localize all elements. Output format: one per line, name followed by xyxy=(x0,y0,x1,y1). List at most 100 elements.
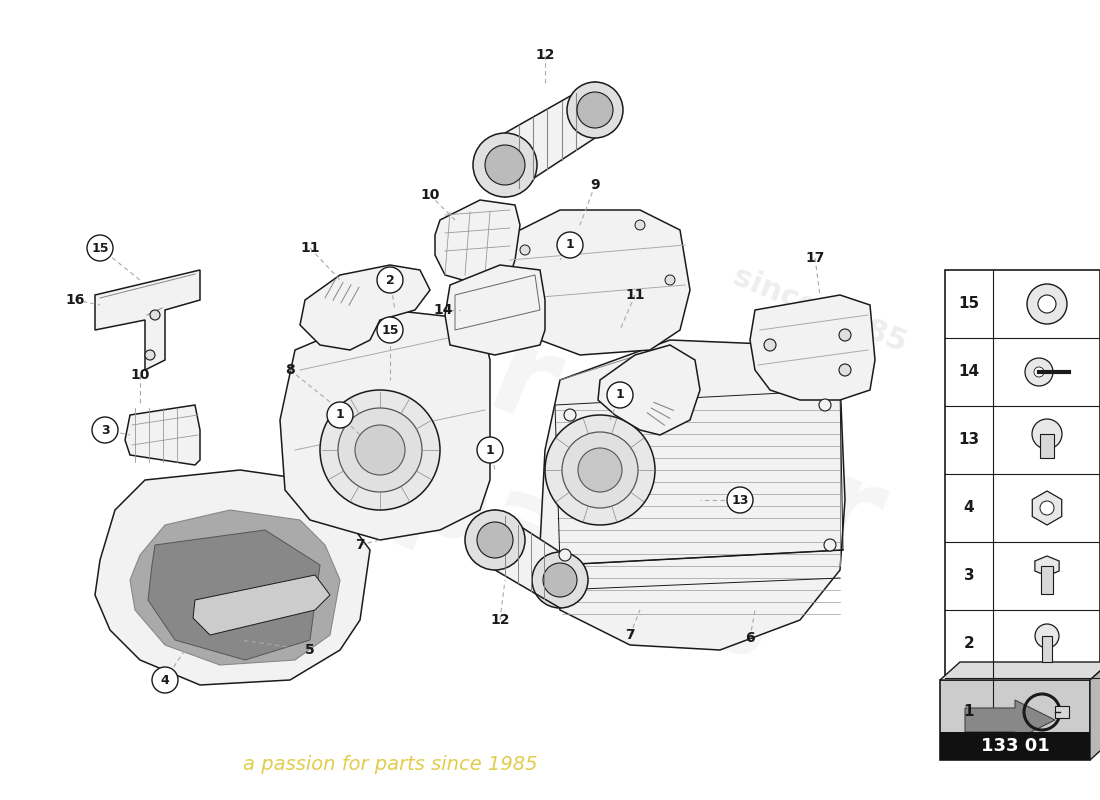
Text: 3: 3 xyxy=(964,569,975,583)
Circle shape xyxy=(635,220,645,230)
Text: 3: 3 xyxy=(101,423,109,437)
Circle shape xyxy=(1025,358,1053,386)
Text: euro car
spares: euro car spares xyxy=(260,250,900,710)
Text: 2: 2 xyxy=(386,274,395,286)
Polygon shape xyxy=(446,265,544,355)
Circle shape xyxy=(150,310,160,320)
Text: 13: 13 xyxy=(732,494,749,506)
Polygon shape xyxy=(280,310,490,540)
Polygon shape xyxy=(192,575,330,635)
Text: since 1985: since 1985 xyxy=(729,262,911,358)
Polygon shape xyxy=(598,345,700,435)
Circle shape xyxy=(544,415,654,525)
Polygon shape xyxy=(495,210,690,355)
Text: 1: 1 xyxy=(964,705,975,719)
Circle shape xyxy=(477,522,513,558)
Text: 6: 6 xyxy=(745,631,755,645)
Text: 1: 1 xyxy=(565,238,574,251)
Polygon shape xyxy=(1090,662,1100,760)
Polygon shape xyxy=(95,470,370,685)
Text: a passion for parts since 1985: a passion for parts since 1985 xyxy=(243,755,537,774)
Circle shape xyxy=(824,539,836,551)
Circle shape xyxy=(578,92,613,128)
Circle shape xyxy=(764,339,776,351)
Circle shape xyxy=(532,552,588,608)
Circle shape xyxy=(485,145,525,185)
Text: 4: 4 xyxy=(161,674,169,686)
Polygon shape xyxy=(940,680,1090,760)
Text: 11: 11 xyxy=(625,288,645,302)
Circle shape xyxy=(1027,284,1067,324)
Circle shape xyxy=(92,417,118,443)
Polygon shape xyxy=(940,732,1090,760)
Circle shape xyxy=(1032,419,1062,449)
Text: 15: 15 xyxy=(958,297,980,311)
Circle shape xyxy=(465,510,525,570)
Text: 8: 8 xyxy=(285,363,295,377)
Circle shape xyxy=(666,275,675,285)
Text: 4: 4 xyxy=(964,501,975,515)
Polygon shape xyxy=(1042,636,1052,662)
Circle shape xyxy=(557,232,583,258)
Polygon shape xyxy=(1040,434,1054,458)
Text: 10: 10 xyxy=(130,368,150,382)
Circle shape xyxy=(559,549,571,561)
Circle shape xyxy=(87,235,113,261)
Circle shape xyxy=(1038,295,1056,313)
Text: 1: 1 xyxy=(485,443,494,457)
Text: 1: 1 xyxy=(336,409,344,422)
Circle shape xyxy=(1034,367,1044,377)
Polygon shape xyxy=(125,405,200,465)
Polygon shape xyxy=(1041,566,1053,594)
Text: 11: 11 xyxy=(300,241,320,255)
Circle shape xyxy=(327,402,353,428)
Text: 7: 7 xyxy=(355,538,365,552)
Text: 16: 16 xyxy=(65,293,85,307)
Circle shape xyxy=(355,425,405,475)
Polygon shape xyxy=(750,295,874,400)
Circle shape xyxy=(477,437,503,463)
Text: 12: 12 xyxy=(536,48,554,62)
Circle shape xyxy=(543,563,578,597)
Polygon shape xyxy=(1035,556,1059,576)
Circle shape xyxy=(473,133,537,197)
Text: 15: 15 xyxy=(382,323,398,337)
Text: 15: 15 xyxy=(91,242,109,254)
Polygon shape xyxy=(495,510,560,608)
Circle shape xyxy=(377,267,403,293)
Text: 14: 14 xyxy=(958,365,980,379)
Circle shape xyxy=(562,432,638,508)
Text: 12: 12 xyxy=(491,613,509,627)
Circle shape xyxy=(727,487,754,513)
Text: 17: 17 xyxy=(805,251,825,265)
Polygon shape xyxy=(940,662,1100,680)
Circle shape xyxy=(377,317,403,343)
Text: 5: 5 xyxy=(305,643,315,657)
Text: 7: 7 xyxy=(625,628,635,642)
Text: 1: 1 xyxy=(616,389,625,402)
Text: 133 01: 133 01 xyxy=(980,737,1049,755)
Circle shape xyxy=(520,245,530,255)
Text: 14: 14 xyxy=(433,303,453,317)
Circle shape xyxy=(820,399,830,411)
Text: 10: 10 xyxy=(420,188,440,202)
Polygon shape xyxy=(965,700,1055,740)
Circle shape xyxy=(152,667,178,693)
Circle shape xyxy=(525,320,535,330)
Circle shape xyxy=(578,448,621,492)
Circle shape xyxy=(566,82,623,138)
Circle shape xyxy=(564,409,576,421)
Circle shape xyxy=(320,390,440,510)
FancyBboxPatch shape xyxy=(945,270,1100,746)
Text: 9: 9 xyxy=(591,178,600,192)
Text: 13: 13 xyxy=(958,433,980,447)
Circle shape xyxy=(1035,624,1059,648)
Polygon shape xyxy=(1032,491,1062,525)
Polygon shape xyxy=(300,265,430,350)
Polygon shape xyxy=(95,270,200,370)
Polygon shape xyxy=(148,530,320,660)
Polygon shape xyxy=(434,200,520,285)
Polygon shape xyxy=(130,510,340,665)
Circle shape xyxy=(839,329,851,341)
Circle shape xyxy=(1040,501,1054,515)
